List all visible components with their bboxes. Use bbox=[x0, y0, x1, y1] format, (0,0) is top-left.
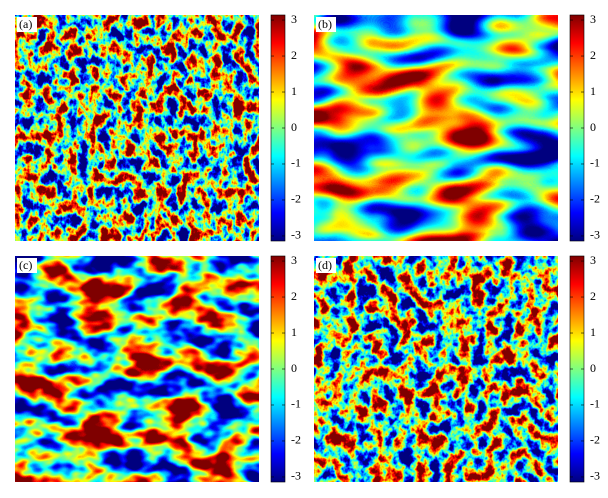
colorbar-tick-label: 2 bbox=[590, 289, 596, 303]
colorbar-tick-label: 2 bbox=[291, 48, 297, 62]
colorbar-tick-label: 2 bbox=[590, 48, 596, 62]
colorbar-tick-label: -3 bbox=[590, 469, 600, 483]
phase-image bbox=[15, 15, 259, 241]
colorbar-tick-label: 0 bbox=[590, 361, 596, 375]
colorbar-tick-label: -2 bbox=[590, 433, 600, 447]
colorbar-tick-label: 1 bbox=[590, 84, 596, 98]
phase-image bbox=[314, 256, 558, 482]
colorbar-tick-label: -1 bbox=[291, 397, 301, 411]
colorbar-tick-label: 0 bbox=[291, 120, 297, 134]
colorbar-tick-label: -2 bbox=[291, 433, 301, 447]
colorbar-tick-label: -3 bbox=[291, 228, 301, 242]
panel-label: (d) bbox=[318, 258, 332, 272]
colorbar-tick-label: 0 bbox=[291, 361, 297, 375]
colorbar-tick-label: -3 bbox=[291, 469, 301, 483]
phase-image bbox=[15, 256, 259, 482]
colorbar-tick-label: -2 bbox=[590, 192, 600, 206]
colorbar-tick-label: 1 bbox=[590, 325, 596, 339]
colorbar-tick-label: 1 bbox=[291, 84, 297, 98]
colorbar-tick-label: 1 bbox=[291, 325, 297, 339]
label-box bbox=[17, 17, 37, 32]
colorbar-tick-label: -1 bbox=[590, 156, 600, 170]
label-box bbox=[316, 17, 336, 32]
colorbar-tick-label: -2 bbox=[291, 192, 301, 206]
colorbar-tick-label: -1 bbox=[590, 397, 600, 411]
panel-label: (c) bbox=[19, 258, 32, 272]
colorbar-tick-label: 0 bbox=[590, 120, 596, 134]
colorbar-tick-label: -1 bbox=[291, 156, 301, 170]
panel-label: (b) bbox=[318, 17, 332, 31]
phase-image bbox=[314, 15, 558, 241]
panel-label: (a) bbox=[19, 17, 32, 31]
colorbar-tick-label: 3 bbox=[291, 253, 297, 267]
colorbar-tick-label: 2 bbox=[291, 289, 297, 303]
colorbar-tick-label: 3 bbox=[590, 253, 596, 267]
colorbar-tick-label: 3 bbox=[590, 12, 596, 26]
colorbar-tick-label: -3 bbox=[590, 228, 600, 242]
colorbar-tick-label: 3 bbox=[291, 12, 297, 26]
label-box bbox=[17, 258, 37, 273]
label-box bbox=[316, 258, 336, 273]
